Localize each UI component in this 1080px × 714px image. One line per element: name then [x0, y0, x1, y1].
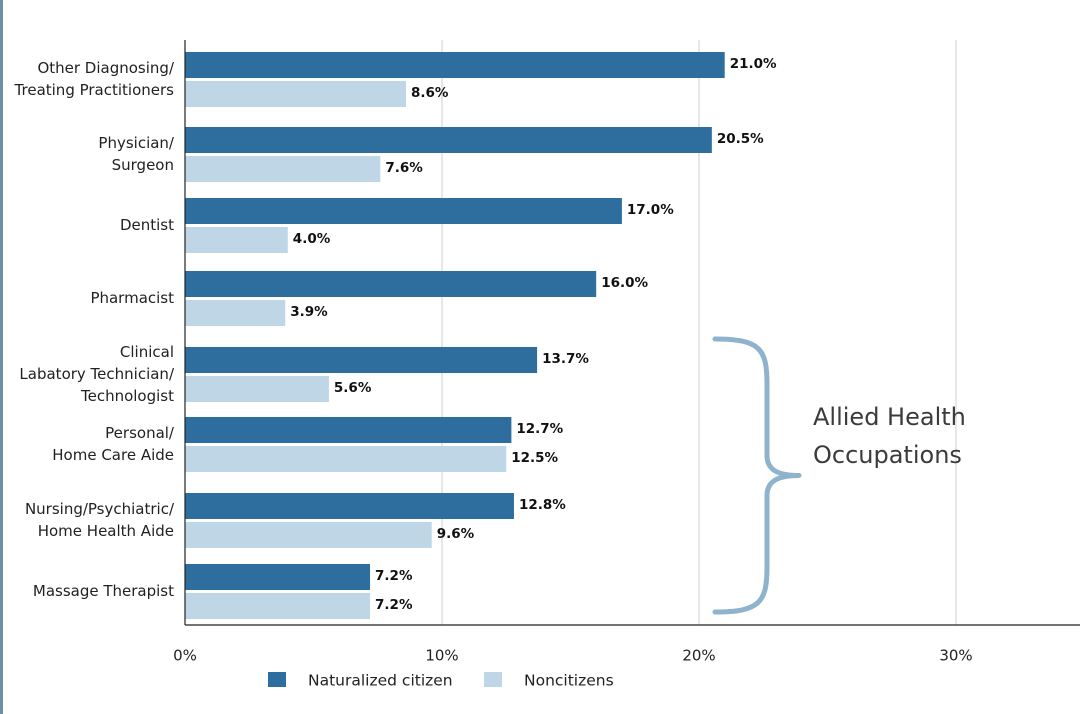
legend-label: Noncitizens — [524, 672, 614, 690]
category-label: Other Diagnosing/ — [37, 59, 174, 77]
category-label: Personal/ — [105, 424, 175, 442]
category-label: Massage Therapist — [33, 582, 174, 600]
value-label: 12.7% — [516, 421, 563, 437]
bar-naturalized — [185, 198, 622, 224]
value-label: 17.0% — [627, 202, 674, 218]
bar-noncitizen — [185, 376, 329, 402]
x-tick-label: 0% — [173, 647, 197, 665]
value-label: 7.2% — [375, 568, 413, 584]
value-label: 7.6% — [385, 160, 423, 176]
legend-swatch — [268, 672, 286, 687]
x-tick-label: 10% — [425, 647, 458, 665]
bar-naturalized — [185, 564, 371, 590]
x-tick-label: 20% — [682, 647, 715, 665]
value-label: 13.7% — [542, 351, 589, 367]
x-tick-label: 30% — [939, 647, 972, 665]
bar-naturalized — [185, 417, 512, 443]
category-label: Technologist — [80, 387, 174, 405]
value-label: 5.6% — [334, 380, 372, 396]
category-label: Physician/ — [98, 134, 175, 152]
bar-noncitizen — [185, 446, 507, 472]
value-label: 12.5% — [511, 450, 558, 466]
category-label: Pharmacist — [90, 289, 174, 307]
bar-naturalized — [185, 127, 712, 153]
bar-naturalized — [185, 347, 538, 373]
bar-naturalized — [185, 493, 514, 519]
value-label: 4.0% — [293, 231, 331, 247]
bar-noncitizen — [185, 593, 371, 619]
category-label: Nursing/Psychiatric/ — [25, 500, 175, 518]
value-label: 16.0% — [601, 275, 648, 291]
value-label: 7.2% — [375, 597, 413, 613]
bar-noncitizen — [185, 522, 432, 548]
value-label: 9.6% — [437, 526, 475, 542]
value-label: 20.5% — [717, 131, 764, 147]
bar-noncitizen — [185, 227, 288, 253]
category-label: Home Care Aide — [52, 446, 174, 464]
annotation-text: Occupations — [813, 441, 962, 469]
bar-noncitizen — [185, 300, 286, 326]
category-label: Treating Practitioners — [14, 81, 175, 99]
category-label: Dentist — [120, 216, 174, 234]
value-label: 21.0% — [730, 56, 777, 72]
legend-swatch — [484, 672, 502, 687]
category-label: Labatory Technician/ — [19, 365, 175, 383]
bar-naturalized — [185, 271, 597, 297]
category-label: Home Health Aide — [38, 522, 174, 540]
category-label: Surgeon — [112, 156, 174, 174]
bar-naturalized — [185, 52, 725, 78]
value-label: 8.6% — [411, 85, 449, 101]
bar-noncitizen — [185, 156, 381, 182]
category-label: Clinical — [120, 343, 174, 361]
allied-health-brace — [712, 336, 802, 615]
value-label: 12.8% — [519, 497, 566, 513]
annotation-text: Allied Health — [813, 403, 966, 431]
legend-label: Naturalized citizen — [308, 672, 453, 690]
value-label: 3.9% — [290, 304, 328, 320]
bar-noncitizen — [185, 81, 407, 107]
